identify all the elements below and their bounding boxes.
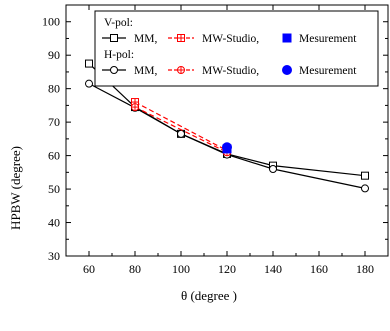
axes: 60 80 100 120 140 160 180 30 40 50 60 70 80 90 100 <box>42 4 389 276</box>
legend-entry-label: MW-Studio, <box>202 33 259 45</box>
y-tick-label: 90 <box>48 48 60 62</box>
data-point <box>85 59 93 68</box>
marker-filled-circle <box>282 65 292 75</box>
x-tick-label: 180 <box>356 262 374 276</box>
data-point <box>269 164 277 173</box>
x-tick-label: 120 <box>218 262 236 276</box>
series-1 <box>85 79 369 193</box>
data-point <box>222 142 232 153</box>
y-tick-label: 80 <box>48 82 60 96</box>
series-layer <box>85 59 369 193</box>
legend-box <box>94 10 379 87</box>
legend-entry-label: Mesurement <box>299 65 357 77</box>
legend-entry-label: Mesurement <box>299 33 357 45</box>
marker-filled-square <box>282 33 292 43</box>
marker-filled-circle <box>222 142 232 153</box>
legend-swatch-marker <box>177 66 185 74</box>
y-tick-label: 50 <box>48 182 60 196</box>
data-point <box>131 103 139 112</box>
legend-entry-label: MM, <box>134 65 157 77</box>
data-point <box>177 129 185 138</box>
data-point <box>361 171 369 180</box>
series-2 <box>131 98 231 155</box>
y-tick-label: 70 <box>48 115 60 129</box>
x-axis-title: θ (degree ) <box>181 288 237 303</box>
marker-circle <box>361 184 369 193</box>
marker-square <box>361 171 369 180</box>
legend-swatch-marker <box>110 66 118 74</box>
legend-entry-label: MW-Studio, <box>202 65 259 77</box>
y-tick-label: 100 <box>42 15 60 29</box>
legend-entry-label: MM, <box>134 33 157 45</box>
series-line <box>88 83 366 189</box>
x-tick-label: 140 <box>264 262 282 276</box>
marker-circle <box>110 66 118 74</box>
y-tick-label: 60 <box>48 149 60 163</box>
series-line <box>134 106 228 153</box>
legend-swatch-marker <box>282 33 292 43</box>
legend-swatch-marker <box>177 34 185 42</box>
legend-swatch-marker <box>282 65 292 75</box>
marker-circle <box>177 129 185 138</box>
x-tick-label: 100 <box>172 262 190 276</box>
data-point <box>85 79 93 88</box>
legend-group-header: H-pol: <box>104 49 134 61</box>
x-tick-label: 80 <box>129 262 141 276</box>
series-line <box>134 101 228 152</box>
marker-square <box>110 34 118 42</box>
series-5 <box>222 142 232 153</box>
y-axis-title: HPBW (degree) <box>8 146 23 230</box>
x-tick-label: 160 <box>310 262 328 276</box>
marker-square <box>85 59 93 68</box>
y-tick-label: 40 <box>48 216 60 230</box>
series-3 <box>131 103 231 157</box>
legend-group-header: V-pol: <box>104 17 133 29</box>
y-tick-label: 30 <box>48 249 60 263</box>
marker-circle <box>85 79 93 88</box>
marker-circle <box>269 164 277 173</box>
data-point <box>361 184 369 193</box>
legend-swatch-marker <box>110 34 118 42</box>
x-tick-label: 60 <box>83 262 95 276</box>
